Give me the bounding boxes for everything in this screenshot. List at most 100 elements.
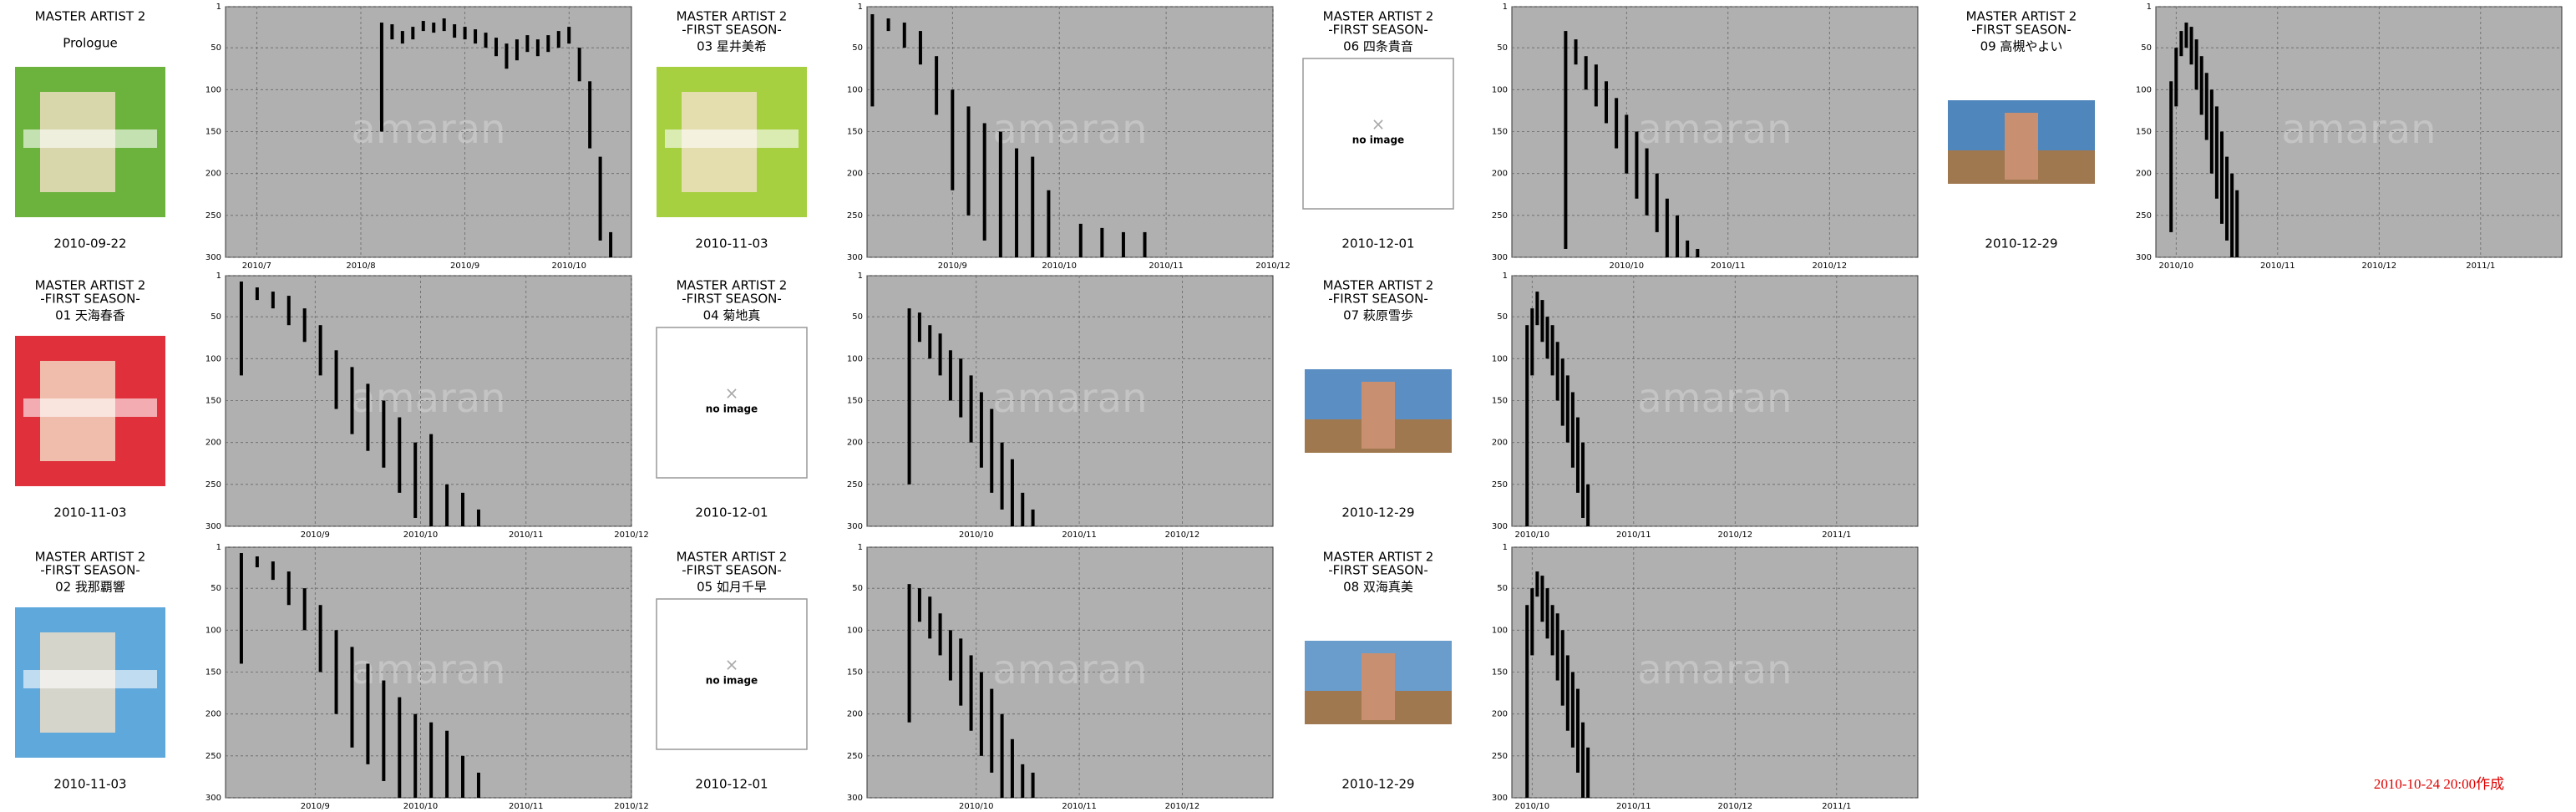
rank-bar xyxy=(1665,198,1669,257)
rank-bar xyxy=(2179,31,2183,57)
rank-bar xyxy=(902,23,906,48)
rank-bar xyxy=(938,333,942,376)
y-tick-label: 100 xyxy=(205,85,221,94)
y-tick-label: 200 xyxy=(1492,439,1508,448)
x-tick-label: 2010/11 xyxy=(1149,261,1184,271)
rank-bar xyxy=(1604,81,1608,124)
rank-bar xyxy=(598,156,602,241)
rank-bar xyxy=(938,613,942,656)
rank-bar xyxy=(948,630,952,681)
cover-logo xyxy=(665,129,799,148)
x-tick-label: 2011/1 xyxy=(1822,802,1851,811)
rank-bar xyxy=(935,56,939,115)
y-tick-label: 300 xyxy=(1492,794,1508,803)
y-tick-label: 100 xyxy=(1492,354,1508,363)
album-season: -FIRST SEASON- xyxy=(1971,23,2071,38)
rank-bar xyxy=(928,325,932,359)
rank-bar xyxy=(1564,31,1568,249)
y-tick-label: 300 xyxy=(205,522,221,531)
y-tick-label: 150 xyxy=(847,396,863,405)
rank-bar xyxy=(398,697,402,798)
album-title: MASTER ARTIST 2 xyxy=(1323,550,1434,565)
rank-bar xyxy=(334,350,338,409)
rank-bar xyxy=(2235,190,2239,257)
album-title: MASTER ARTIST 2 xyxy=(1966,9,2077,24)
rank-bar xyxy=(366,663,370,764)
x-tick-label: 2010/9 xyxy=(938,261,967,271)
y-tick-label: 50 xyxy=(852,43,863,53)
release-date: 2010-11-03 xyxy=(695,236,768,251)
rank-bar xyxy=(366,383,370,451)
rank-bar xyxy=(1581,442,1585,518)
x-tick-label: 2010/12 xyxy=(1255,261,1291,271)
album-season: -FIRST SEASON- xyxy=(1328,563,1428,578)
rank-bar xyxy=(917,312,921,343)
album-season: -FIRST SEASON- xyxy=(40,292,140,307)
rank-bar xyxy=(567,27,571,44)
y-tick-label: 250 xyxy=(1492,480,1508,490)
rank-bar xyxy=(556,31,560,48)
x-tick-label: 2010/11 xyxy=(1616,802,1651,811)
rank-bar xyxy=(1010,459,1014,526)
rank-bar xyxy=(1031,772,1035,798)
rank-bar xyxy=(886,18,890,32)
album-season: -FIRST SEASON- xyxy=(1328,23,1428,38)
rank-bar xyxy=(413,442,418,518)
rank-bar xyxy=(1586,747,1590,798)
rank-bar xyxy=(476,772,480,798)
rank-bar xyxy=(2214,106,2219,199)
y-tick-label: 300 xyxy=(847,794,863,803)
y-tick-label: 1 xyxy=(858,3,863,12)
rank-bar xyxy=(998,131,1002,257)
rank-bar xyxy=(302,308,307,343)
x-tick-label: 2010/12 xyxy=(1718,802,1753,811)
rank-bar xyxy=(463,27,467,40)
rank-bar xyxy=(474,29,478,44)
album-title: MASTER ARTIST 2 xyxy=(677,550,788,565)
y-tick-label: 300 xyxy=(847,522,863,531)
rank-bar xyxy=(1560,630,1564,706)
rank-bar xyxy=(1047,190,1051,257)
rank-bar xyxy=(432,23,436,33)
y-tick-label: 1 xyxy=(1503,272,1508,281)
rank-bar xyxy=(1000,442,1004,510)
x-tick-label: 2010/10 xyxy=(2159,261,2194,271)
y-tick-label: 50 xyxy=(852,312,863,322)
x-tick-label: 2010/12 xyxy=(2362,261,2397,271)
y-tick-label: 300 xyxy=(847,253,863,262)
album-title: MASTER ARTIST 2 xyxy=(677,9,788,24)
album-season: -FIRST SEASON- xyxy=(682,23,782,38)
cover-logo xyxy=(23,398,157,417)
rank-bar xyxy=(1540,576,1544,622)
watermark: amaran xyxy=(992,647,1147,693)
rank-bar xyxy=(442,18,446,32)
y-tick-label: 250 xyxy=(205,211,221,221)
watermark: amaran xyxy=(2281,106,2436,153)
y-tick-label: 150 xyxy=(205,396,221,405)
watermark: amaran xyxy=(1637,106,1792,153)
footer: 2010-10-24 20:00作成 xyxy=(2374,776,2504,792)
y-tick-label: 100 xyxy=(847,354,863,363)
y-tick-label: 50 xyxy=(210,43,221,53)
rank-bar xyxy=(429,722,434,798)
rank-bar xyxy=(239,553,243,664)
x-tick-label: 2010/11 xyxy=(1062,802,1097,811)
y-tick-label: 100 xyxy=(847,85,863,94)
rank-bar xyxy=(917,588,921,622)
rank-bar xyxy=(350,367,354,434)
cover-logo xyxy=(23,129,157,148)
rank-bar xyxy=(453,24,457,38)
y-tick-label: 200 xyxy=(1492,170,1508,179)
rank-bar xyxy=(1570,392,1575,468)
release-date: 2010-11-03 xyxy=(53,777,126,792)
rank-bar xyxy=(948,350,952,401)
watermark: amaran xyxy=(1637,375,1792,422)
y-tick-label: 50 xyxy=(1497,43,1508,53)
rank-bar xyxy=(966,106,971,216)
y-tick-label: 200 xyxy=(847,439,863,448)
rank-bar xyxy=(1525,325,1529,526)
album-season: -FIRST SEASON- xyxy=(682,563,782,578)
y-tick-label: 1 xyxy=(2147,3,2152,12)
